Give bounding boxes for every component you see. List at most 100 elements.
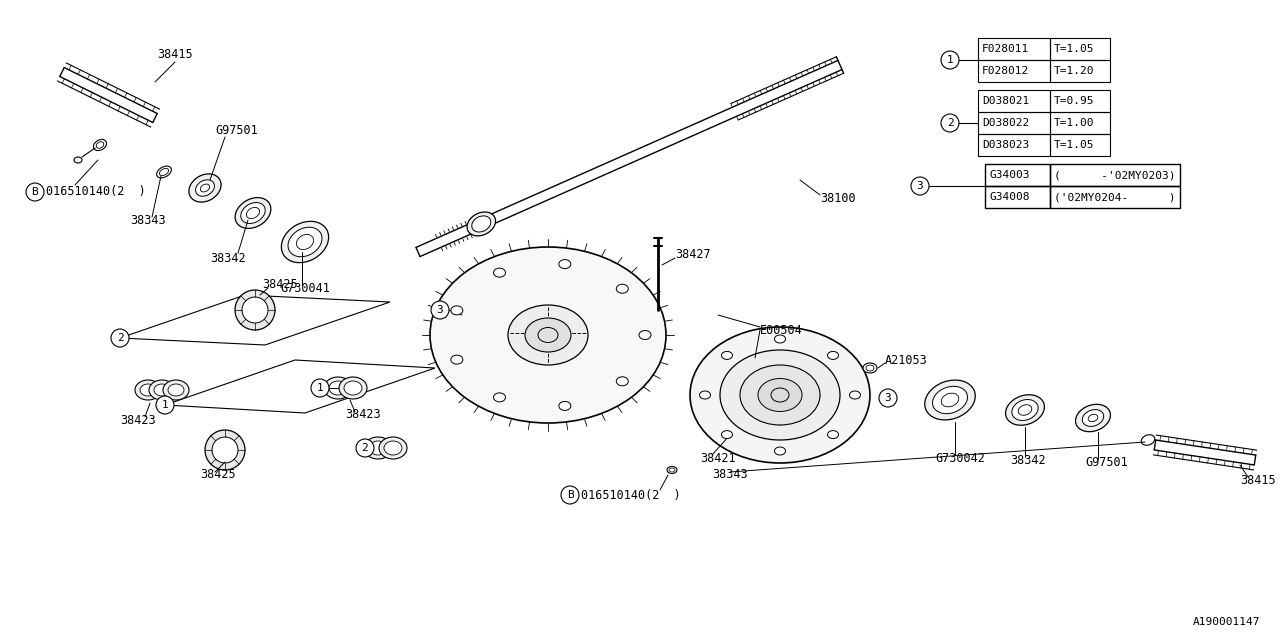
Ellipse shape (241, 202, 265, 223)
Bar (986, 164, 1050, 186)
Ellipse shape (282, 221, 329, 262)
Ellipse shape (863, 363, 877, 373)
Ellipse shape (933, 387, 968, 413)
Ellipse shape (451, 355, 463, 364)
Bar (978, 112, 1050, 134)
Ellipse shape (740, 365, 820, 425)
Ellipse shape (134, 380, 161, 400)
Text: T=0.95: T=0.95 (1053, 96, 1094, 106)
Text: 38415: 38415 (1240, 474, 1276, 486)
Ellipse shape (163, 380, 189, 400)
Ellipse shape (690, 327, 870, 463)
Text: 3: 3 (884, 393, 891, 403)
Text: G97501: G97501 (1085, 456, 1128, 468)
Ellipse shape (722, 431, 732, 438)
Ellipse shape (850, 391, 860, 399)
Ellipse shape (494, 268, 506, 277)
Bar (1050, 38, 1110, 60)
Text: 2: 2 (116, 333, 123, 343)
Ellipse shape (828, 351, 838, 360)
Ellipse shape (168, 384, 184, 396)
Ellipse shape (699, 391, 710, 399)
Ellipse shape (196, 180, 215, 196)
Text: G34008: G34008 (989, 192, 1029, 202)
Text: 3: 3 (916, 181, 923, 191)
Ellipse shape (96, 141, 104, 148)
Ellipse shape (525, 318, 571, 352)
Text: 38100: 38100 (820, 191, 855, 205)
Circle shape (111, 329, 129, 347)
Ellipse shape (242, 297, 268, 323)
Ellipse shape (667, 467, 677, 474)
Ellipse shape (324, 377, 352, 399)
Text: 38415: 38415 (157, 49, 193, 61)
Ellipse shape (774, 335, 786, 343)
Circle shape (941, 51, 959, 69)
Bar (978, 60, 1050, 82)
Ellipse shape (156, 166, 172, 178)
Text: 38342: 38342 (1010, 454, 1046, 467)
Text: G730041: G730041 (280, 282, 330, 294)
Ellipse shape (379, 437, 407, 459)
Text: D038022: D038022 (982, 118, 1029, 128)
Ellipse shape (472, 216, 490, 232)
Ellipse shape (288, 227, 323, 257)
Ellipse shape (1006, 395, 1044, 425)
Text: 38427: 38427 (675, 248, 710, 262)
Text: 2: 2 (947, 118, 954, 128)
Ellipse shape (467, 212, 495, 236)
Ellipse shape (494, 393, 506, 402)
Text: 38423: 38423 (346, 408, 380, 422)
Ellipse shape (1083, 410, 1103, 426)
Ellipse shape (719, 350, 840, 440)
Circle shape (311, 379, 329, 397)
Text: 38343: 38343 (131, 214, 165, 227)
Text: F028011: F028011 (982, 44, 1029, 54)
Ellipse shape (93, 140, 106, 150)
Ellipse shape (774, 447, 786, 455)
Circle shape (431, 301, 449, 319)
Text: T=1.20: T=1.20 (1053, 66, 1094, 76)
Ellipse shape (201, 184, 210, 192)
Ellipse shape (160, 168, 169, 175)
Text: 38425: 38425 (200, 468, 236, 481)
Ellipse shape (1012, 399, 1038, 420)
Circle shape (156, 396, 174, 414)
Circle shape (941, 114, 959, 132)
Text: (      -'02MY0203): ( -'02MY0203) (1053, 170, 1175, 180)
Ellipse shape (329, 381, 347, 395)
Text: ('02MY0204-      ): ('02MY0204- ) (1053, 192, 1175, 202)
Ellipse shape (205, 430, 244, 470)
Circle shape (356, 439, 374, 457)
Ellipse shape (189, 174, 221, 202)
Bar (1050, 164, 1180, 186)
Text: 2: 2 (362, 443, 369, 453)
Ellipse shape (344, 381, 362, 395)
Bar (986, 186, 1050, 208)
Ellipse shape (212, 437, 238, 463)
Text: B: B (32, 187, 38, 197)
Text: G730042: G730042 (934, 451, 984, 465)
Ellipse shape (339, 377, 367, 399)
Bar (978, 38, 1050, 60)
Text: D038021: D038021 (982, 96, 1029, 106)
Ellipse shape (758, 378, 803, 412)
Ellipse shape (616, 377, 628, 386)
Text: 38343: 38343 (712, 468, 748, 481)
Text: A190001147: A190001147 (1193, 617, 1260, 627)
Text: 38421: 38421 (700, 451, 736, 465)
Text: 38425: 38425 (262, 278, 298, 291)
Text: 3: 3 (436, 305, 443, 315)
Text: T=1.05: T=1.05 (1053, 44, 1094, 54)
Ellipse shape (140, 384, 156, 396)
Ellipse shape (1142, 435, 1155, 445)
Text: 1: 1 (947, 55, 954, 65)
Text: 1: 1 (161, 400, 169, 410)
Ellipse shape (451, 306, 463, 315)
Text: G34003: G34003 (989, 170, 1029, 180)
Text: 1: 1 (316, 383, 324, 393)
Text: 016510140(2  ): 016510140(2 ) (46, 186, 146, 198)
Text: D038023: D038023 (982, 140, 1029, 150)
Ellipse shape (559, 401, 571, 410)
Ellipse shape (384, 441, 402, 455)
